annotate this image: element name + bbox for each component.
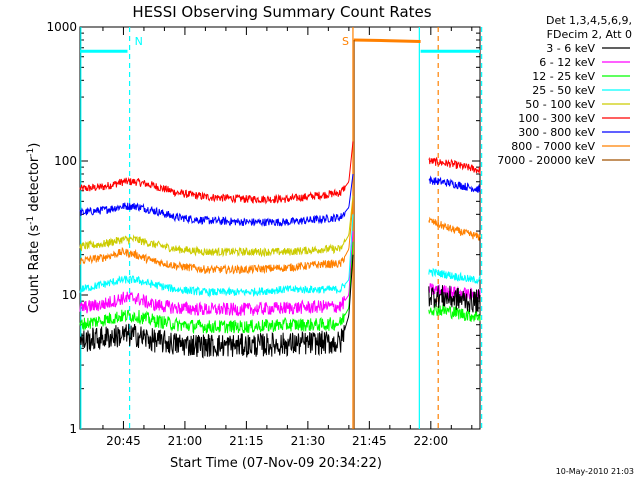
x-tick-label: 21:30: [291, 434, 326, 448]
legend-header-line-1: Det 1,3,4,5,6,9,: [546, 14, 632, 27]
series-line-4-1: [428, 267, 481, 285]
y-axis-label: Count Rate (s-1 detector-1): [26, 143, 42, 314]
y-axis: 1 10 100 1000: [46, 20, 480, 436]
y-axis-label-main: Count Rate (s: [27, 225, 42, 314]
legend-label: 3 - 6 keV: [546, 42, 595, 55]
x-axis: 20:45 21:00 21:15 21:30 21:45 22:00: [102, 27, 473, 448]
x-tick-label: 20:45: [106, 434, 141, 448]
legend-label: 25 - 50 keV: [532, 84, 595, 97]
plot-area-frame: [79, 26, 481, 430]
legend-header: Det 1,3,4,5,6,9, FDecim 2, Att 0: [546, 14, 632, 41]
series-line-3-1: [428, 216, 481, 242]
legend-label: 12 - 25 keV: [532, 70, 595, 83]
y-axis-label-sup1: -1: [26, 216, 36, 225]
y-tick-label: 1000: [46, 20, 77, 34]
series-line-1-1: [428, 175, 481, 193]
series-line-4-0: [79, 214, 354, 298]
chart-title: HESSI Observing Summary Count Rates: [132, 3, 431, 21]
x-tick-label: 21:45: [352, 434, 387, 448]
y-tick-label: 1: [69, 422, 77, 436]
x-axis-label: Start Time (07-Nov-09 20:34:22): [170, 456, 382, 471]
series-line-2-0: [79, 195, 354, 258]
legend-label: 800 - 7000 keV: [511, 140, 595, 153]
x-tick-label: 21:00: [168, 434, 203, 448]
series-line-0-0: [79, 141, 354, 205]
series-line-1-0: [79, 173, 354, 227]
series-line-5-0: [79, 231, 354, 317]
series-line-0-1: [428, 156, 481, 175]
legend-label: 6 - 12 keV: [539, 56, 595, 69]
series-line-5-1: [428, 283, 481, 303]
series-line-7-1: [428, 285, 481, 313]
legend-label: 100 - 300 keV: [518, 112, 595, 125]
series-line-6-0: [79, 241, 354, 335]
x-tick-label: 22:00: [414, 434, 449, 448]
legend-label: 7000 - 20000 keV: [497, 154, 595, 167]
y-tick-label: 10: [62, 288, 77, 302]
legend-label: 50 - 100 keV: [525, 98, 595, 111]
series-line-3-0: [79, 201, 354, 275]
series-line-3-2: [353, 38, 421, 43]
y-axis-label-end: ): [27, 143, 42, 148]
series-line-6-1: [428, 303, 481, 322]
x-tick-label: 21:15: [229, 434, 264, 448]
series-lines: [79, 38, 481, 429]
y-tick-label: 100: [54, 154, 77, 168]
footer-timestamp: 10-May-2010 21:03: [556, 467, 634, 476]
marker-label: N: [135, 35, 143, 48]
y-axis-label-mid: detector: [27, 156, 42, 216]
series-line-7-0: [79, 254, 354, 359]
legend-header-line-2: FDecim 2, Att 0: [547, 28, 632, 41]
y-axis-label-sup2: -1: [26, 148, 36, 157]
legend-label: 300 - 800 keV: [518, 126, 595, 139]
marker-label: S: [342, 35, 349, 48]
